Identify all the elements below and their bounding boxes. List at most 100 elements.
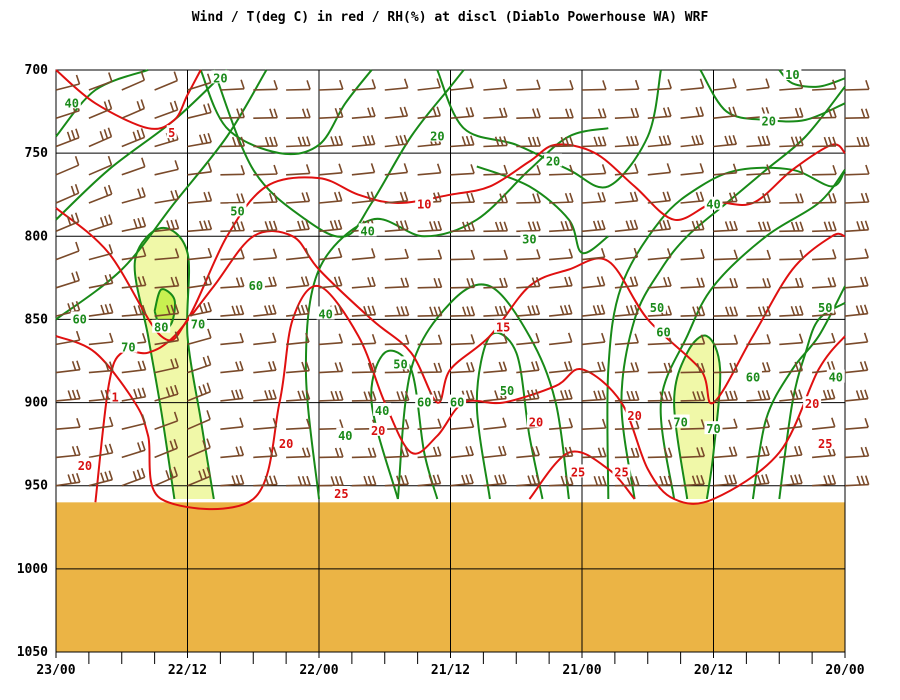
wind-barb-261 [614, 247, 639, 261]
wind-barb-95 [253, 220, 278, 233]
temp-label-13: 25 [818, 437, 832, 451]
wind-barb-136 [351, 107, 376, 119]
wind-barb-238 [549, 446, 574, 459]
wind-barb-117 [286, 418, 311, 430]
wind-barb-46 [154, 100, 179, 119]
wind-barb-181 [450, 106, 475, 119]
wind-barb-362 [844, 136, 870, 148]
rh-label-bg-28 [826, 369, 845, 383]
wind-barb-306 [713, 249, 739, 261]
wind-barb-345 [812, 79, 837, 91]
rh-contour-60-19 [751, 285, 846, 500]
wind-barb-4 [55, 183, 80, 204]
temp-label-bg-12 [612, 464, 631, 478]
wind-barb-79 [220, 193, 246, 204]
wind-barb-249 [581, 332, 606, 346]
wind-barb-175 [417, 362, 443, 374]
wind-barb-318 [746, 164, 771, 176]
wind-barb-278 [647, 305, 673, 317]
wind-barb-324 [746, 334, 771, 346]
wind-barb-215 [516, 221, 541, 233]
wind-barb-263 [614, 304, 639, 317]
rh-label-27: 50 [818, 301, 832, 315]
wind-barb-295 [680, 362, 706, 374]
wind-barb-282 [647, 419, 673, 430]
wind-barb-84 [220, 332, 244, 346]
wind-barb-360 [844, 80, 870, 91]
rh-label-bg-1 [211, 70, 230, 84]
rh-label-0: 40 [65, 96, 79, 110]
wind-barb-247 [581, 276, 606, 289]
wind-barb-8 [55, 301, 81, 317]
temp-label-0: 5 [168, 126, 175, 140]
wind-barb-152 [384, 134, 409, 148]
wind-barb-338 [779, 305, 804, 317]
wind-barb-373 [844, 446, 870, 459]
wind-barb-294 [680, 334, 706, 346]
wind-barb-236 [549, 389, 573, 402]
rh-contour-30-9 [476, 165, 609, 255]
wind-barb-224 [516, 474, 541, 487]
wind-barb-135 [351, 79, 377, 91]
wind-barb-180 [450, 78, 474, 91]
wind-barb-273 [647, 163, 672, 176]
wind-barb-189 [450, 334, 476, 346]
wind-barb-71 [187, 382, 212, 402]
wind-barb-302 [713, 134, 738, 148]
rh-label-bg-0 [62, 95, 81, 109]
wind-barb-93 [253, 164, 278, 176]
wind-barb-335 [779, 221, 804, 233]
wind-barb-366 [844, 248, 869, 261]
wind-barb-348 [812, 165, 837, 176]
wind-barb-252 [581, 418, 607, 430]
wind-barb-332 [779, 136, 804, 148]
rh-label-25: 20 [762, 115, 776, 129]
wind-barb-119 [286, 475, 311, 487]
wind-barb-165 [417, 78, 441, 91]
wind-barb-70 [187, 355, 212, 374]
wind-barb-262 [614, 276, 639, 289]
wind-barb-49 [154, 189, 180, 204]
wind-barb-94 [253, 192, 278, 204]
wind-barb-192 [450, 417, 475, 430]
wind-barb-197 [483, 136, 508, 148]
wind-barb-19 [88, 184, 113, 204]
wind-barb-43 [121, 440, 146, 459]
wind-barb-183 [450, 164, 475, 176]
wind-barb-121 [318, 107, 344, 119]
temp-label-1: 10 [417, 198, 431, 212]
x-tick-label-4: 21/00 [562, 663, 601, 678]
wind-barb-285 [680, 78, 705, 91]
rh-label-11: 30 [522, 233, 536, 247]
wind-barb-54 [154, 331, 180, 346]
wind-barb-213 [516, 165, 541, 176]
wind-barb-194 [450, 474, 474, 487]
wind-barb-244 [581, 192, 607, 204]
wind-barb-10 [55, 360, 81, 374]
rh-label-bg-13 [391, 356, 410, 370]
temp-label-7: 20 [805, 397, 819, 411]
wind-barb-178 [417, 446, 442, 459]
wind-barb-112 [286, 276, 310, 289]
wind-barb-219 [516, 332, 540, 346]
wind-barb-16 [88, 99, 113, 119]
wind-barb-272 [647, 135, 672, 148]
rh-label-bg-25 [759, 113, 778, 127]
wind-barb-333 [779, 164, 804, 176]
wind-barb-107 [286, 136, 311, 148]
wind-barb-32 [121, 128, 146, 148]
rh-label-16: 60 [417, 396, 431, 410]
wind-barb-40 [121, 360, 147, 374]
wind-barb-148 [351, 447, 377, 459]
rh-label-bg-27 [816, 299, 835, 313]
wind-barb-337 [779, 277, 804, 289]
wind-barb-342 [779, 417, 803, 430]
wind-barb-241 [581, 108, 607, 119]
wind-barb-133 [318, 447, 344, 459]
wind-barb-13 [55, 445, 81, 459]
rh-contour-40-0 [55, 69, 149, 138]
wind-barb-266 [614, 390, 640, 402]
wind-barb-45 [154, 71, 179, 91]
wind-barb-203 [483, 305, 508, 317]
temp-label-11: 25 [571, 465, 585, 479]
